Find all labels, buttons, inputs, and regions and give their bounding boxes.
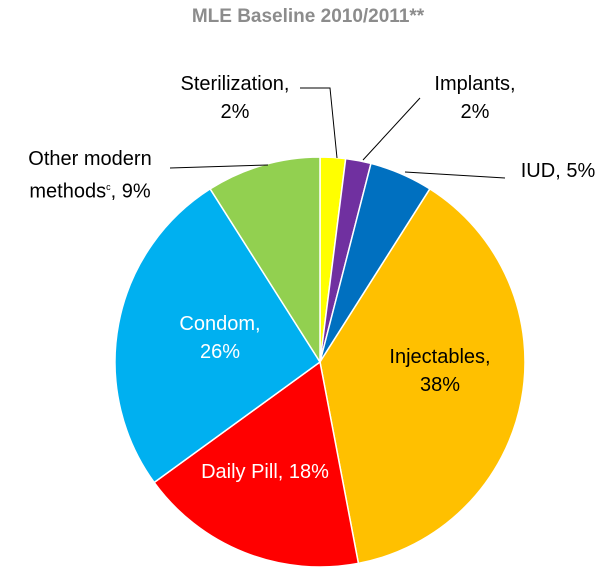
label-value: 2% — [460, 101, 490, 123]
label-separator: , — [110, 180, 117, 203]
label-category: IUD — [520, 160, 556, 182]
label-value: 5% — [566, 160, 596, 182]
label-value: 2% — [220, 101, 250, 123]
leader-line — [362, 97, 421, 161]
pie-slice — [319, 187, 526, 565]
label-note: c — [106, 182, 111, 192]
label-separator: , — [255, 313, 261, 335]
label-separator: , — [555, 160, 561, 182]
label-value: 26% — [199, 341, 241, 363]
leader-line — [300, 87, 338, 159]
pie-slice — [114, 187, 322, 484]
data-label: Condom, 26% — [160, 310, 280, 366]
label-category: Sterilization — [180, 73, 284, 95]
chart-title: MLE Baseline 2010/2011** — [191, 6, 425, 27]
data-label: Sterilization, 2% — [180, 70, 290, 126]
data-label: Other modern methodsc, 9% — [0, 145, 180, 206]
leader-line — [169, 164, 269, 169]
label-value: 9% — [121, 180, 151, 203]
label-value: 18% — [288, 461, 329, 483]
label-category: Other modern methods — [28, 148, 152, 203]
label-separator: , — [485, 346, 491, 368]
leader-line — [404, 171, 506, 179]
data-label: IUD, 5% — [500, 157, 616, 185]
pie-slice — [153, 360, 360, 568]
label-value: 38% — [419, 374, 461, 396]
data-label: Injectables, 38% — [370, 343, 510, 399]
label-separator: , — [510, 73, 516, 95]
data-label: Daily Pill, 18% — [200, 458, 330, 486]
label-category: Injectables — [389, 346, 486, 368]
label-category: Implants — [434, 73, 511, 95]
label-separator: , — [283, 73, 290, 95]
data-label: Implants, 2% — [420, 70, 530, 126]
label-separator: , — [277, 461, 284, 483]
label-category: Daily Pill — [201, 461, 278, 483]
label-category: Condom — [179, 313, 256, 335]
